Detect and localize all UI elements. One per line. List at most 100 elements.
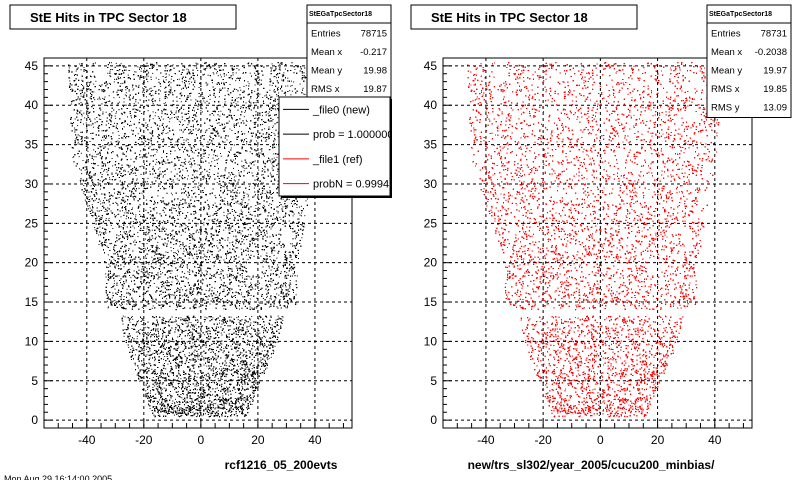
data-point (149, 139, 150, 140)
data-point (121, 63, 122, 64)
data-point (145, 239, 146, 240)
data-point (249, 333, 250, 334)
data-point (145, 123, 146, 124)
data-point (203, 261, 204, 262)
data-point (272, 96, 273, 97)
data-point (263, 298, 264, 299)
data-point (305, 94, 306, 95)
data-point (148, 363, 149, 364)
data-point (169, 394, 170, 395)
data-point (215, 203, 216, 204)
data-point (230, 77, 231, 78)
data-point (291, 259, 292, 260)
data-point (226, 344, 227, 345)
data-point (142, 88, 143, 89)
data-point (161, 294, 162, 295)
data-point (221, 324, 222, 325)
data-point (218, 111, 219, 112)
data-point (141, 113, 142, 114)
data-point (236, 317, 237, 318)
data-point (128, 292, 129, 293)
data-point (215, 369, 216, 370)
data-point (255, 289, 256, 290)
data-point (215, 277, 216, 278)
data-point (258, 362, 259, 363)
data-point (139, 211, 140, 212)
data-point (152, 99, 153, 100)
data-point (199, 306, 200, 307)
data-point (162, 384, 163, 385)
data-point (278, 319, 279, 320)
data-point (186, 323, 187, 324)
data-point (289, 199, 290, 200)
data-point (128, 347, 129, 348)
data-point (226, 358, 227, 359)
data-point (210, 274, 211, 275)
data-point (136, 159, 137, 160)
data-point (227, 201, 228, 202)
data-point (193, 263, 194, 264)
data-point (272, 85, 273, 86)
data-point (119, 147, 120, 148)
data-point (217, 226, 218, 227)
data-point (279, 64, 280, 65)
data-point (205, 70, 206, 71)
data-point (79, 99, 80, 100)
data-point (161, 410, 162, 411)
data-point (137, 336, 138, 337)
data-point (222, 395, 223, 396)
data-point (261, 140, 262, 141)
data-point (178, 406, 179, 407)
data-point (143, 296, 144, 297)
data-point (187, 396, 188, 397)
data-point (162, 337, 163, 338)
data-point (272, 282, 273, 283)
data-point (152, 387, 153, 388)
data-point (203, 225, 204, 226)
data-point (198, 339, 199, 340)
data-point (178, 373, 179, 374)
data-point (185, 86, 186, 87)
data-point (121, 296, 122, 297)
data-point (190, 199, 191, 200)
data-point (149, 132, 150, 133)
data-point (219, 320, 220, 321)
data-point (124, 266, 125, 267)
data-point (238, 132, 239, 133)
data-point (165, 300, 166, 301)
data-point (197, 294, 198, 295)
data-point (165, 68, 166, 69)
data-point (185, 356, 186, 357)
data-point (137, 178, 138, 179)
data-point (176, 304, 177, 305)
data-point (232, 390, 233, 391)
data-point (229, 362, 230, 363)
data-point (186, 225, 187, 226)
data-point (118, 235, 119, 236)
data-point (241, 394, 242, 395)
data-point (246, 102, 247, 103)
data-point (158, 389, 159, 390)
data-point (245, 384, 246, 385)
data-point (157, 390, 158, 391)
data-point (146, 76, 147, 77)
data-point (205, 131, 206, 132)
data-point (183, 109, 184, 110)
data-point (80, 110, 81, 111)
data-point (115, 302, 116, 303)
data-point (224, 76, 225, 77)
data-point (237, 247, 238, 248)
data-point (207, 360, 208, 361)
data-point (209, 382, 210, 383)
data-point (253, 400, 254, 401)
data-point (281, 204, 282, 205)
data-point (237, 98, 238, 99)
data-point (78, 86, 79, 87)
data-point (145, 390, 146, 391)
data-point (259, 85, 260, 86)
data-point (78, 143, 79, 144)
data-point (280, 219, 281, 220)
data-point (270, 285, 271, 286)
data-point (236, 351, 237, 352)
data-point (243, 376, 244, 377)
